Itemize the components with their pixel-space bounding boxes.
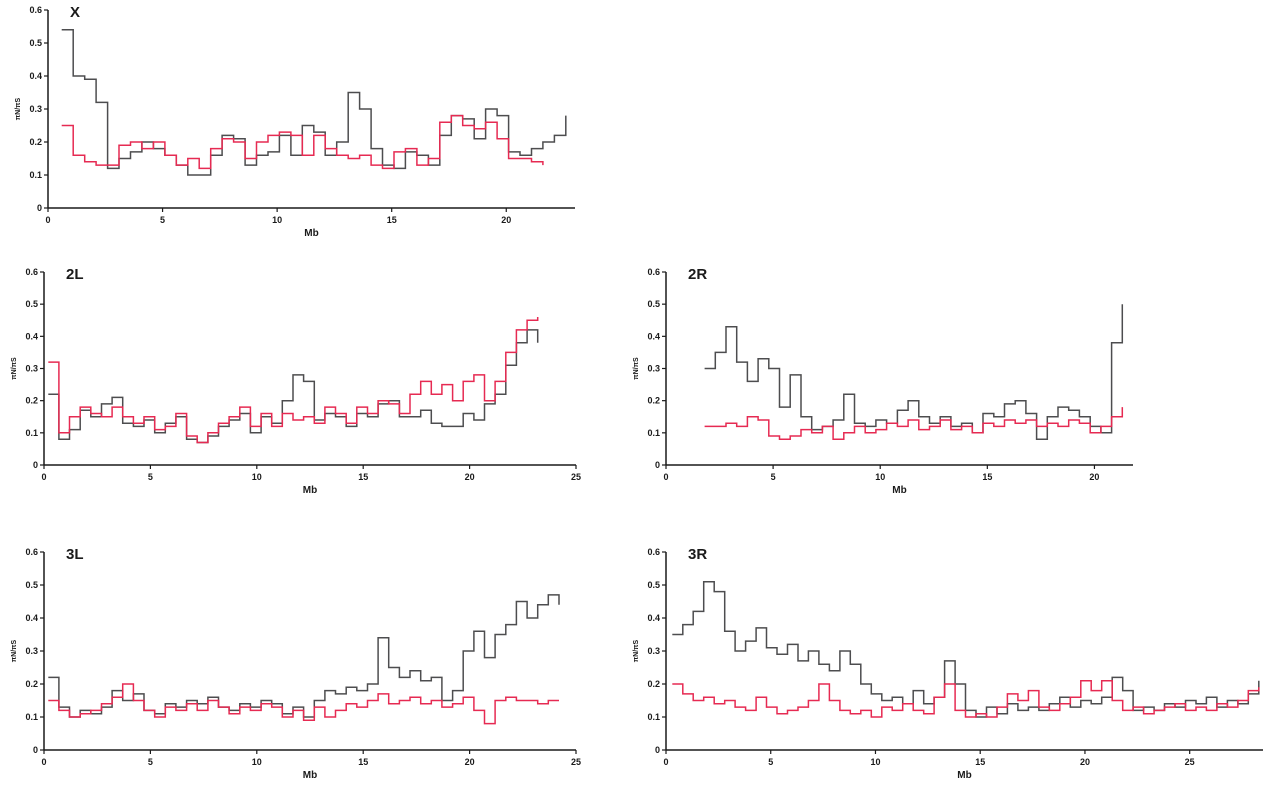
y-tick-label: 0.1 [25,712,38,722]
series-red-line [48,683,559,725]
series-red-line [48,317,539,444]
y-tick-label: 0 [33,460,38,470]
chart-title: 3R [688,546,707,563]
series-red-line [704,407,1124,441]
x-tick-label: 15 [975,757,985,767]
y-tick-label: 0.5 [29,38,42,48]
x-tick-label: 15 [387,215,397,225]
x-tick-label: 10 [252,472,262,482]
chart-panel-x: 0 0.1 0.2 0.3 0.4 0.5 0.6 0 5 10 15 20 Mb πN/πS X [12,0,587,240]
x-tick-label: 25 [1185,757,1195,767]
x-tick-label: 10 [870,757,880,767]
x-tick-label: 5 [160,215,165,225]
x-tick-label: 15 [982,472,992,482]
x-tick-label: 10 [272,215,282,225]
y-tick-label: 0 [33,745,38,755]
x-tick-label: 15 [358,757,368,767]
chart-title: 2L [66,266,84,283]
x-axis-label: Mb [957,770,971,781]
chart-panel-2l: 0 0.1 0.2 0.3 0.4 0.5 0.6 0 5 10 15 20 25 Mb πN/πS 2L [8,262,588,497]
y-tick-label: 0 [655,745,660,755]
series-gray-line [704,304,1124,441]
x-axis-label: Mb [303,485,317,496]
x-axis-label: Mb [303,770,317,781]
y-tick-label: 0.5 [647,299,660,309]
x-tick-label: 20 [465,472,475,482]
y-tick-label: 0.5 [25,299,38,309]
x-tick-label: 20 [465,757,475,767]
chart-2L: 0 0.1 0.2 0.3 0.4 0.5 0.6 0 5 10 15 20 25 Mb πN/πS 2L [11,266,581,496]
x-tick-label: 20 [1080,757,1090,767]
x-tick-label: 0 [663,472,668,482]
x-tick-label: 5 [771,472,776,482]
y-tick-label: 0.3 [647,364,660,374]
y-tick-label: 0.2 [647,396,660,406]
y-tick-label: 0.4 [647,331,660,341]
x-tick-label: 15 [358,472,368,482]
y-tick-label: 0.2 [25,396,38,406]
chart-3L: 0 0.1 0.2 0.3 0.4 0.5 0.6 0 5 10 15 20 25 Mb πN/πS 3L [11,546,581,781]
series-red-line [61,114,544,170]
x-tick-label: 0 [663,757,668,767]
y-tick-label: 0.3 [25,364,38,374]
y-tick-label: 0.4 [25,331,38,341]
x-tick-label: 0 [45,215,50,225]
y-tick-label: 0 [655,460,660,470]
y-tick-label: 0.2 [647,679,660,689]
y-tick-label: 0.1 [25,428,38,438]
x-tick-label: 25 [571,757,581,767]
y-tick-label: 0.6 [647,547,660,557]
chart-title: X [70,4,80,21]
chart-2R: 0 0.1 0.2 0.3 0.4 0.5 0.6 0 5 10 15 20 Mb πN/πS 2R [633,266,1133,496]
x-tick-label: 5 [768,757,773,767]
y-tick-label: 0.1 [647,428,660,438]
y-tick-label: 0.3 [29,104,42,114]
chart-panel-3l: 0 0.1 0.2 0.3 0.4 0.5 0.6 0 5 10 15 20 25 Mb πN/πS 3L [8,542,588,782]
series-gray-line [48,329,539,444]
x-tick-label: 25 [571,472,581,482]
chart-3R: 0 0.1 0.2 0.3 0.4 0.5 0.6 0 5 10 15 20 25 Mb πN/πS 3R [633,546,1263,781]
y-tick-label: 0.1 [647,712,660,722]
y-axis-label: πN/πS [633,639,640,662]
series-gray-line [48,594,560,718]
x-tick-label: 0 [41,757,46,767]
chart-panel-2r: 0 0.1 0.2 0.3 0.4 0.5 0.6 0 5 10 15 20 Mb πN/πS 2R [630,262,1145,497]
y-axis-label: πN/πS [15,97,22,120]
chart-X: 0 0.1 0.2 0.3 0.4 0.5 0.6 0 5 10 15 20 Mb πN/πS X [15,4,575,239]
x-tick-label: 10 [875,472,885,482]
y-tick-label: 0.4 [647,613,660,623]
y-tick-label: 0.6 [25,267,38,277]
y-tick-label: 0.6 [647,267,660,277]
y-tick-label: 0.1 [29,170,42,180]
y-axis-label: πN/πS [11,639,18,662]
series-red-line [672,679,1260,718]
y-tick-label: 0.4 [29,71,42,81]
x-tick-label: 20 [501,215,511,225]
x-axis-label: Mb [304,228,318,239]
y-axis-label: πN/πS [11,357,18,380]
chart-title: 2R [688,266,707,283]
chart-panel-3r: 0 0.1 0.2 0.3 0.4 0.5 0.6 0 5 10 15 20 25 Mb πN/πS 3R [630,542,1275,782]
y-tick-label: 0 [37,203,42,213]
y-tick-label: 0.4 [25,613,38,623]
y-axis-label: πN/πS [633,357,640,380]
y-tick-label: 0.2 [25,679,38,689]
x-tick-label: 10 [252,757,262,767]
y-tick-label: 0.3 [25,646,38,656]
x-tick-label: 20 [1089,472,1099,482]
x-tick-label: 5 [148,472,153,482]
y-tick-label: 0.5 [647,580,660,590]
y-tick-label: 0.6 [29,5,42,15]
y-tick-label: 0.5 [25,580,38,590]
chart-title: 3L [66,546,84,563]
y-tick-label: 0.2 [29,137,42,147]
x-axis-label: Mb [892,485,906,496]
x-tick-label: 0 [41,472,46,482]
y-tick-label: 0.6 [25,547,38,557]
x-tick-label: 5 [148,757,153,767]
y-tick-label: 0.3 [647,646,660,656]
